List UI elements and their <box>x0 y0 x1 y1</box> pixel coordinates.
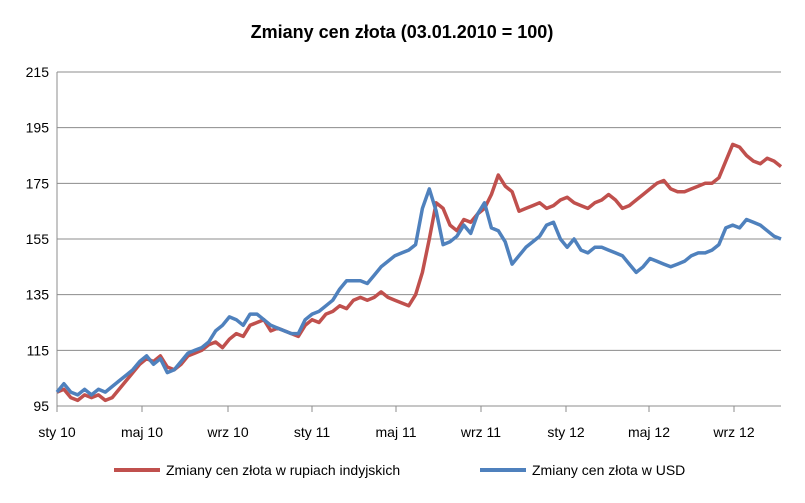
series-line-rupee <box>56 142 783 403</box>
x-tick-label: sty 11 <box>294 424 331 440</box>
legend-label-usd: Zmiany cen złota w USD <box>532 462 685 478</box>
chart-title: Zmiany cen złota (03.01.2010 = 100) <box>251 22 554 42</box>
y-tick-label: 135 <box>26 287 50 303</box>
y-tick-label: 95 <box>33 398 49 414</box>
series-layer <box>55 142 783 403</box>
x-tick-label: maj 12 <box>628 424 670 440</box>
legend-label-rupee: Zmiany cen złota w rupiach indyjskich <box>166 462 400 478</box>
x-tick-label: wrz 11 <box>460 424 501 440</box>
legend: Zmiany cen złota w rupiach indyjskich Zm… <box>114 462 685 478</box>
series-line-usd <box>55 187 782 397</box>
y-tick-label: 115 <box>27 342 50 358</box>
y-tick-label: 175 <box>26 175 50 191</box>
y-tick-label: 155 <box>26 231 50 247</box>
y-tick-label: 215 <box>26 64 50 80</box>
x-tick-label: sty 10 <box>38 424 76 440</box>
x-tick-label: wrz 10 <box>206 424 248 440</box>
grid-layer <box>56 71 781 407</box>
x-tick-label: maj 10 <box>121 424 163 440</box>
tick-layer: 95 115 135 155 175 195 215 sty 10 maj 10 wrz 10 st… <box>26 64 755 440</box>
x-tick-label: maj 11 <box>376 424 417 440</box>
x-tick-label: sty 12 <box>547 424 585 440</box>
x-tick-label: wrz 12 <box>712 424 754 440</box>
y-tick-label: 195 <box>26 120 50 136</box>
